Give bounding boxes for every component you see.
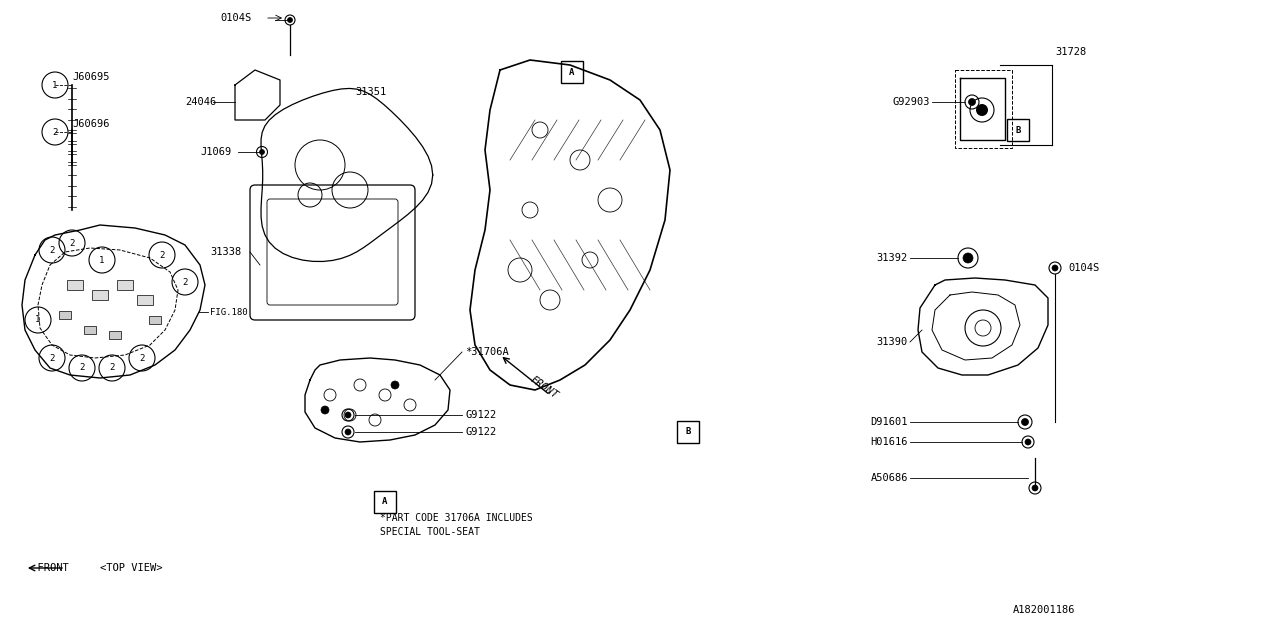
Circle shape — [260, 150, 265, 154]
Bar — [109, 331, 122, 339]
Text: 31392: 31392 — [877, 253, 908, 263]
Text: <TOP VIEW>: <TOP VIEW> — [100, 563, 163, 573]
Circle shape — [977, 104, 988, 116]
Text: J60696: J60696 — [72, 119, 110, 129]
Text: 31351: 31351 — [355, 87, 387, 97]
Bar — [92, 290, 108, 300]
Circle shape — [321, 406, 329, 414]
Text: 1: 1 — [100, 255, 105, 264]
Text: 1: 1 — [36, 316, 41, 324]
Text: 0104S: 0104S — [1068, 263, 1100, 273]
Circle shape — [1052, 265, 1059, 271]
Text: G9122: G9122 — [465, 427, 497, 437]
Bar — [561, 61, 582, 83]
Text: FRONT: FRONT — [529, 375, 559, 401]
Text: 24046: 24046 — [186, 97, 216, 107]
Bar — [677, 421, 699, 443]
Text: FRONT: FRONT — [26, 563, 69, 573]
Text: 2: 2 — [140, 353, 145, 362]
Bar — [374, 491, 396, 513]
Text: 2: 2 — [182, 278, 188, 287]
Circle shape — [1021, 419, 1029, 426]
Text: 2: 2 — [52, 127, 58, 136]
Text: 2: 2 — [69, 239, 74, 248]
Circle shape — [969, 99, 975, 106]
Bar — [67, 280, 83, 290]
Text: 31390: 31390 — [877, 337, 908, 347]
Text: J60695: J60695 — [72, 72, 110, 82]
Circle shape — [1032, 485, 1038, 491]
Text: B: B — [685, 428, 691, 436]
Text: D91601: D91601 — [870, 417, 908, 427]
Text: A182001186: A182001186 — [1012, 605, 1075, 615]
Text: H01616: H01616 — [870, 437, 908, 447]
Bar — [84, 326, 96, 334]
Bar — [148, 316, 161, 324]
Text: 2: 2 — [79, 364, 84, 372]
Text: 2: 2 — [50, 353, 55, 362]
Text: B: B — [1015, 125, 1020, 134]
Text: A: A — [570, 67, 575, 77]
Text: 2: 2 — [159, 250, 165, 259]
Text: FIG.180: FIG.180 — [210, 307, 247, 317]
Text: J1069: J1069 — [200, 147, 232, 157]
Text: A50686: A50686 — [870, 473, 908, 483]
Bar — [116, 280, 133, 290]
Text: 2: 2 — [109, 364, 115, 372]
Text: 31338: 31338 — [210, 247, 241, 257]
Text: 1: 1 — [52, 81, 58, 90]
Circle shape — [288, 17, 293, 22]
Text: *31706A: *31706A — [465, 347, 508, 357]
Text: G92903: G92903 — [892, 97, 931, 107]
Text: 2: 2 — [50, 246, 55, 255]
Circle shape — [963, 253, 973, 263]
Text: G9122: G9122 — [465, 410, 497, 420]
Circle shape — [1025, 439, 1030, 445]
Text: *PART CODE 31706A INCLUDES
SPECIAL TOOL-SEAT: *PART CODE 31706A INCLUDES SPECIAL TOOL-… — [380, 513, 532, 537]
Bar — [137, 295, 154, 305]
Text: 0104S: 0104S — [220, 13, 251, 23]
Text: A: A — [383, 497, 388, 506]
Circle shape — [346, 412, 351, 418]
Circle shape — [390, 381, 399, 389]
Bar — [1007, 119, 1029, 141]
Circle shape — [346, 429, 351, 435]
Text: 31728: 31728 — [1055, 47, 1087, 57]
Bar — [59, 311, 70, 319]
